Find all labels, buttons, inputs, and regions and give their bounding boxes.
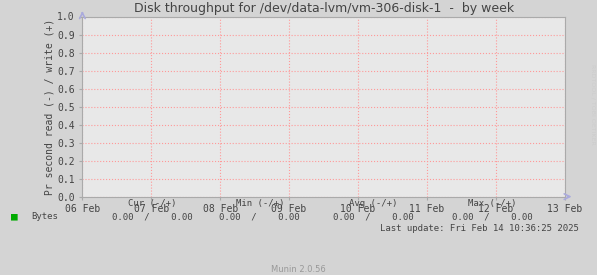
Text: ■: ■ — [11, 211, 17, 221]
Text: 0.00  /    0.00: 0.00 / 0.00 — [333, 212, 414, 221]
Text: Min (-/+): Min (-/+) — [235, 199, 284, 208]
Text: 0.00  /    0.00: 0.00 / 0.00 — [452, 212, 533, 221]
Text: Cur (-/+): Cur (-/+) — [128, 199, 177, 208]
Text: 0.00  /    0.00: 0.00 / 0.00 — [112, 212, 193, 221]
Text: 0.00  /    0.00: 0.00 / 0.00 — [219, 212, 300, 221]
Text: Munin 2.0.56: Munin 2.0.56 — [271, 265, 326, 274]
Text: Avg (-/+): Avg (-/+) — [349, 199, 398, 208]
Title: Disk throughput for /dev/data-lvm/vm-306-disk-1  -  by week: Disk throughput for /dev/data-lvm/vm-306… — [134, 2, 513, 15]
Text: Bytes: Bytes — [31, 212, 58, 221]
Text: Max (-/+): Max (-/+) — [468, 199, 517, 208]
Text: RRDTOOL / TOBI OETIKER: RRDTOOL / TOBI OETIKER — [591, 64, 596, 145]
Text: Last update: Fri Feb 14 10:36:25 2025: Last update: Fri Feb 14 10:36:25 2025 — [380, 224, 579, 233]
Y-axis label: Pr second read (-) / write (+): Pr second read (-) / write (+) — [44, 18, 54, 195]
